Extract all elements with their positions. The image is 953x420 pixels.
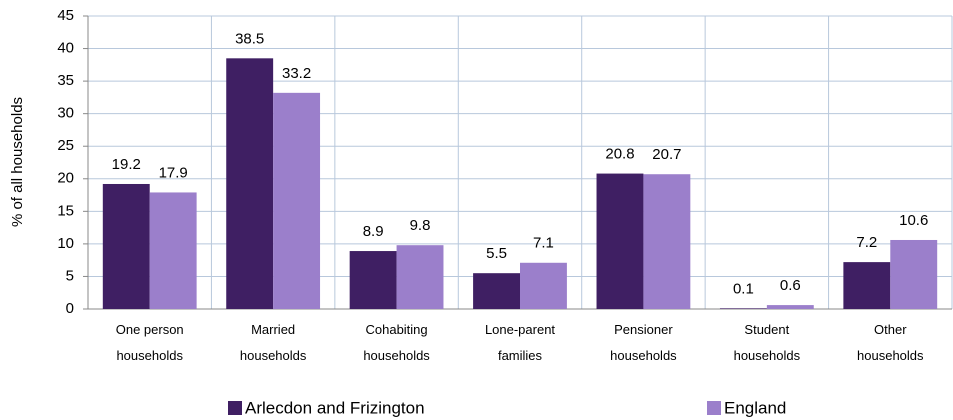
y-axis-label: % of all households [9,97,26,227]
x-tick-label: Student households [733,322,801,363]
y-tick-label: 45 [57,7,74,24]
bar [149,192,197,309]
data-label: 20.7 [652,146,681,163]
data-label: 38.5 [235,30,264,47]
bar [890,239,938,309]
data-label: 19.2 [112,156,141,173]
data-label: 17.9 [159,164,188,181]
data-label: 33.2 [282,65,311,82]
data-label: 7.2 [856,234,877,251]
bar [396,245,444,309]
y-tick-label: 5 [66,267,74,284]
x-tick-label: Other households [857,322,924,363]
data-label: 20.8 [605,146,634,163]
y-tick-label: 30 [57,105,74,122]
bar [473,273,520,309]
x-tick-label: Married households [239,322,307,363]
x-tick-label: Lone-parent families [484,322,556,363]
y-tick-label: 20 [57,170,74,187]
y-tick-label: 25 [57,137,74,154]
bar [226,58,274,310]
bar [596,173,644,309]
bar [349,251,397,309]
bar [643,174,691,309]
data-label: 0.6 [780,277,801,294]
data-label: 9.8 [410,217,431,234]
bar [719,308,767,309]
legend-swatch [228,401,242,415]
x-tick-label: One person households [115,322,184,363]
bar [273,92,321,309]
y-tick-label: 0 [66,300,74,317]
data-label: 10.6 [899,212,928,229]
x-tick-label: Pensioner households [610,322,677,363]
legend-label: England [724,398,786,417]
y-tick-label: 35 [57,72,74,89]
data-label: 8.9 [363,223,384,240]
y-tick-label: 15 [57,202,74,219]
data-label: 5.5 [486,245,507,262]
data-label: 0.1 [733,280,754,297]
x-tick-label: Cohabiting households [363,322,430,363]
y-tick-label: 40 [57,40,74,57]
bar [520,262,567,309]
legend-swatch [707,401,721,415]
legend-label: Arlecdon and Frizington [245,398,425,417]
bar [102,183,150,309]
y-tick-label: 10 [57,235,74,252]
data-label: 7.1 [533,235,554,252]
bar [843,262,891,309]
bar [766,305,814,309]
